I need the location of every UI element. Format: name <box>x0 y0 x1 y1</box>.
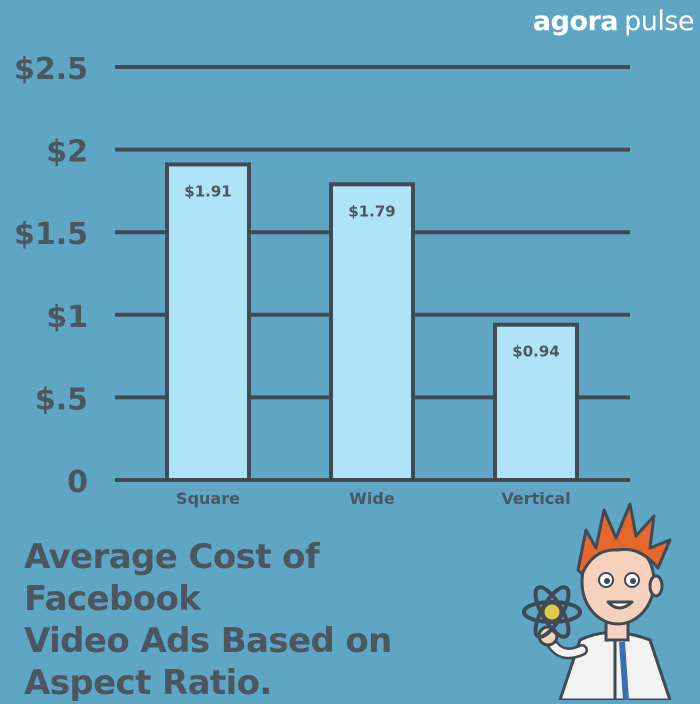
headline-line-3: Aspect Ratio. <box>24 663 272 703</box>
bar-value-label: $1.91 <box>184 182 231 200</box>
y-tick-label: $2.5 <box>14 52 88 87</box>
bars <box>165 162 579 483</box>
logo-word-agora: agora <box>532 6 619 37</box>
y-tick-label: $1.5 <box>14 217 88 252</box>
scientist-mascot-illustration <box>522 502 672 700</box>
chart-headline: Average Cost of Facebook Video Ads Based… <box>24 536 494 704</box>
bar-value-label: $1.79 <box>348 202 395 220</box>
y-tick-label: 0 <box>67 465 88 500</box>
x-category-label: Square <box>176 489 240 508</box>
bar-value-label: $0.94 <box>512 343 559 361</box>
y-tick-label: $1 <box>46 300 88 335</box>
bar-wide <box>329 182 415 483</box>
y-tick-label: $2 <box>46 135 88 170</box>
headline-line-1: Average Cost of Facebook <box>24 537 320 619</box>
labels: 0 $.5 $1 $1.5 $2 $2.5 $1.91 Square $1.79 Wide $0.9… <box>14 52 571 508</box>
x-category-label: Wide <box>349 489 395 508</box>
agorapulse-logo: agora pulse <box>532 6 695 37</box>
headline-line-2: Video Ads Based on <box>24 621 392 661</box>
logo-word-pulse: pulse <box>624 6 694 37</box>
bar-square <box>165 162 251 483</box>
x-category-label: Vertical <box>501 489 570 508</box>
bar-vertical <box>493 322 579 482</box>
y-tick-label: $.5 <box>35 382 88 417</box>
